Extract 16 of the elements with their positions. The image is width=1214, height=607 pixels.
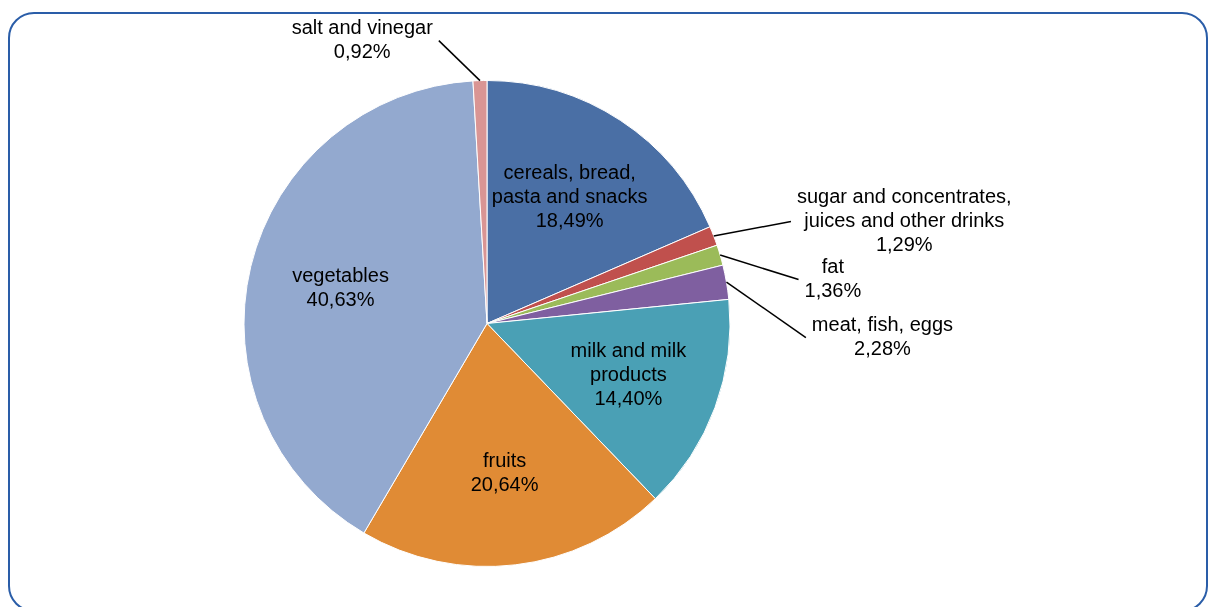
slice-label: salt and vinegar <box>291 16 434 39</box>
slice-label: milk and milk products <box>570 339 688 386</box>
slice-label: vegetables <box>292 263 389 286</box>
slice-label: meat, fish, eggs <box>811 313 954 336</box>
data-label: 40,63% <box>306 287 375 310</box>
slice-label: cereals, bread, pasta and snacks <box>491 161 648 208</box>
slice-label: sugar and concentrates, juices and other drinks <box>796 185 1012 232</box>
data-label: 0,92% <box>333 40 391 63</box>
data-label: 18,49% <box>535 209 604 232</box>
data-label: 1,36% <box>804 279 862 302</box>
data-label: 20,64% <box>470 472 539 495</box>
data-label: 14,40% <box>594 387 663 410</box>
data-label: 1,29% <box>875 233 933 256</box>
slice-label: fat <box>821 255 845 278</box>
data-label: 2,28% <box>854 337 912 360</box>
slice-label: fruits <box>482 448 527 471</box>
